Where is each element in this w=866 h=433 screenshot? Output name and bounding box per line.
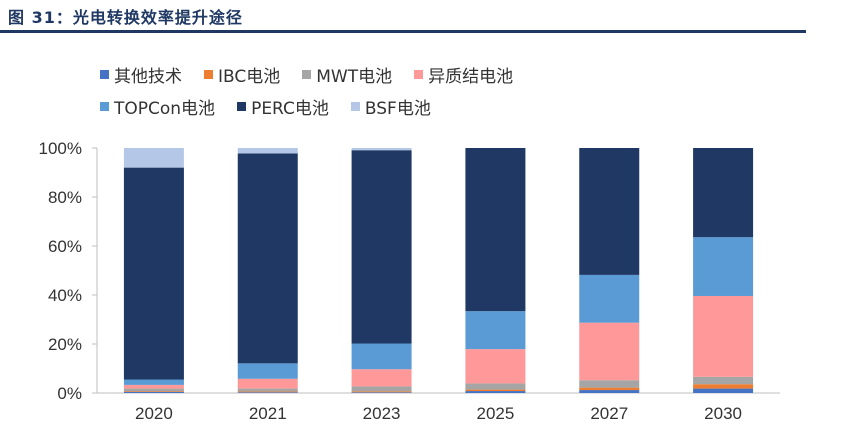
chart-legend: 其他技术 IBC电池 MWT电池 异质结电池 TOPCon电池 PERC电池 B… (100, 58, 740, 122)
legend-item-hjt: 异质结电池 (414, 62, 513, 87)
bar-segment-2030-series-4 (693, 237, 754, 296)
bar-segment-2023-series-3 (351, 369, 412, 387)
bar-segment-2027-series-4 (579, 274, 640, 323)
y-tick-label: 0% (57, 384, 82, 403)
legend-label-mwt: MWT电池 (316, 66, 393, 87)
legend-row-1: 其他技术 IBC电池 MWT电池 异质结电池 (100, 58, 740, 90)
bar-segment-2025-series-1 (465, 389, 526, 392)
y-tick-label: 100% (39, 139, 82, 158)
bar-segment-2030-series-1 (693, 384, 754, 389)
bar-segment-2027-series-1 (579, 387, 640, 391)
bar-segment-2020-series-2 (123, 388, 184, 392)
bar-segment-2020-series-0 (123, 391, 184, 393)
bar-segment-2025-series-0 (465, 391, 526, 393)
bar-segment-2030-series-2 (693, 376, 754, 385)
bar-segment-2023-series-2 (351, 386, 412, 392)
figure-title: 图 31：光电转换效率提升途径 (8, 8, 243, 27)
legend-row-2: TOPCon电池 PERC电池 BSF电池 (100, 90, 740, 122)
legend-item-bsf: BSF电池 (350, 94, 431, 119)
bar-segment-2021-series-3 (237, 378, 298, 389)
bar-segment-2021-series-6 (237, 148, 298, 154)
bar-segment-2023-series-0 (351, 392, 412, 393)
y-tick-label: 80% (48, 188, 82, 207)
legend-label-other: 其他技术 (114, 66, 182, 87)
legend-label-ibc: IBC电池 (218, 66, 281, 87)
y-tick-label: 20% (48, 335, 82, 354)
bar-segment-2021-series-4 (237, 363, 298, 379)
legend-item-other: 其他技术 (100, 62, 182, 87)
bar-segment-2021-series-5 (237, 153, 298, 364)
bar-segment-2021-series-0 (237, 392, 298, 393)
legend-swatch-topcon (100, 101, 109, 111)
legend-swatch-perc (237, 101, 247, 111)
legend-swatch-hjt (414, 69, 424, 79)
bar-segment-2020-series-3 (123, 384, 184, 389)
bar-segment-2030-series-0 (693, 388, 754, 393)
bar-segment-2030-series-5 (693, 148, 754, 238)
legend-label-bsf: BSF电池 (364, 98, 431, 119)
bar-segment-2020-series-1 (123, 391, 184, 392)
legend-swatch-other (100, 69, 109, 79)
legend-swatch-bsf (350, 101, 360, 111)
bar-segment-2021-series-1 (237, 391, 298, 393)
bar-segment-2027-series-5 (579, 148, 640, 275)
y-tick-label: 60% (48, 237, 82, 256)
bar-segment-2027-series-3 (579, 322, 640, 381)
legend-label-perc: PERC电池 (251, 98, 329, 119)
legend-swatch-ibc (204, 69, 213, 79)
bar-segment-2025-series-5 (465, 148, 526, 312)
legend-label-topcon: TOPCon电池 (114, 98, 216, 119)
title-divider (0, 30, 806, 33)
bar-segment-2025-series-2 (465, 383, 526, 390)
y-tick-label: 40% (48, 286, 82, 305)
bar-segment-2027-series-0 (579, 390, 640, 393)
legend-item-mwt: MWT电池 (302, 62, 392, 87)
bar-segment-2023-series-6 (351, 148, 412, 151)
x-tick-label: 2023 (363, 404, 401, 423)
legend-swatch-mwt (302, 69, 312, 79)
bar-segment-2023-series-1 (351, 391, 412, 393)
bar-segment-2027-series-2 (579, 380, 640, 388)
legend-item-perc: PERC电池 (237, 94, 329, 119)
bar-segment-2020-series-6 (123, 148, 184, 168)
x-tick-label: 2030 (704, 404, 742, 423)
legend-label-hjt: 异质结电池 (428, 66, 514, 87)
bar-segment-2025-series-4 (465, 311, 526, 350)
bar-segment-2021-series-2 (237, 388, 298, 392)
bar-segment-2020-series-4 (123, 379, 184, 385)
bar-segment-2023-series-5 (351, 150, 412, 344)
x-tick-label: 2021 (249, 404, 287, 423)
bar-segment-2030-series-3 (693, 295, 754, 377)
bar-segment-2020-series-5 (123, 167, 184, 380)
bar-segment-2025-series-3 (465, 349, 526, 384)
legend-item-ibc: IBC电池 (204, 62, 280, 87)
x-tick-label: 2027 (590, 404, 628, 423)
x-tick-label: 2025 (477, 404, 515, 423)
bar-segment-2023-series-4 (351, 343, 412, 370)
legend-item-topcon: TOPCon电池 (100, 94, 215, 119)
x-tick-label: 2020 (135, 404, 173, 423)
